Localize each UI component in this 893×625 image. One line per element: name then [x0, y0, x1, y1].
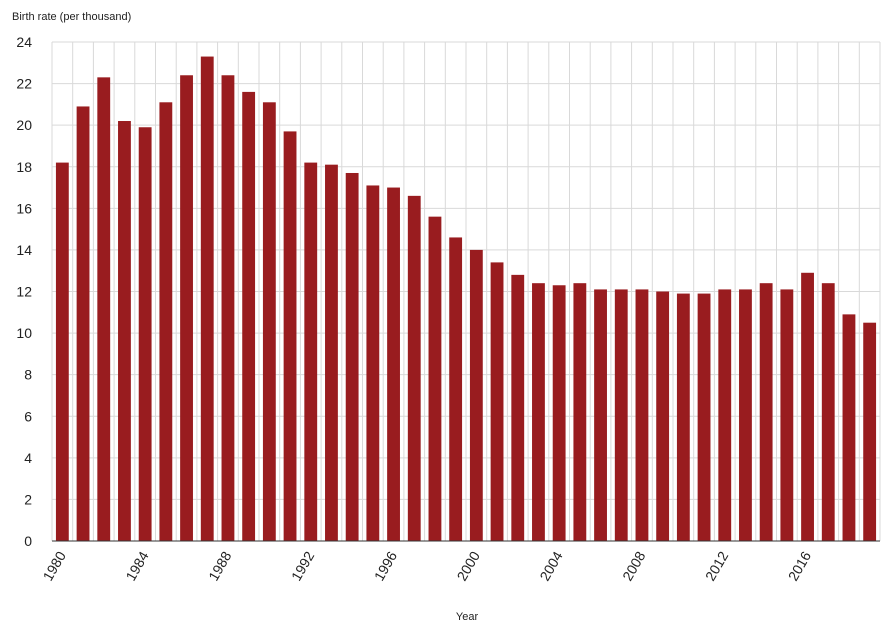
bar-1993: [325, 164, 338, 541]
x-axis-title: Year: [456, 611, 479, 623]
bar-2016: [801, 272, 814, 541]
bar-2001: [490, 262, 504, 541]
bar-2015: [780, 289, 794, 541]
bar-2013: [739, 289, 752, 541]
x-tick-label: 2012: [702, 548, 732, 583]
x-tick-label: 1984: [122, 548, 152, 583]
bar-2009: [656, 291, 670, 541]
bar-2018: [842, 314, 856, 541]
x-tick-label: 2008: [619, 548, 649, 583]
bar-1983: [118, 121, 131, 541]
bar-1981: [76, 106, 90, 542]
y-tick-label: 20: [16, 117, 32, 133]
bar-2000: [469, 249, 483, 541]
y-tick-label: 2: [24, 491, 32, 507]
bar-2012: [718, 289, 732, 541]
y-axis-title: Birth rate (per thousand): [12, 11, 131, 23]
bar-2008: [635, 289, 649, 541]
bar-1991: [283, 131, 297, 541]
bar-1992: [304, 162, 318, 541]
x-tick-label: 1992: [288, 548, 318, 583]
x-tick-label: 2016: [785, 548, 815, 583]
bar-1982: [97, 77, 111, 542]
bar-2017: [821, 283, 835, 541]
y-tick-label: 16: [16, 200, 32, 216]
y-tick-label: 8: [24, 367, 32, 383]
bar-1995: [366, 185, 380, 541]
bar-2006: [594, 289, 607, 541]
bar-2003: [532, 283, 545, 541]
bar-1986: [180, 75, 193, 542]
x-tick-label: 1980: [40, 548, 70, 583]
x-tick-label: 1988: [205, 548, 235, 583]
bar-2005: [573, 283, 587, 541]
bar-2002: [511, 274, 525, 541]
bar-1994: [345, 172, 359, 542]
bar-1989: [242, 91, 256, 542]
x-tick-label: 2004: [536, 548, 566, 583]
bar-1990: [262, 102, 276, 541]
bars: [55, 56, 877, 542]
y-tick-label: 22: [16, 76, 32, 92]
bar-1997: [407, 195, 421, 541]
y-tick-label: 12: [16, 284, 32, 300]
y-tick-label: 24: [16, 34, 32, 50]
y-tick-label: 6: [24, 408, 32, 424]
bar-1998: [428, 216, 442, 541]
bar-1988: [221, 75, 235, 542]
y-tick-label: 0: [24, 533, 32, 549]
bar-1985: [159, 102, 173, 541]
bar-2019: [863, 322, 877, 541]
y-tick-label: 10: [16, 325, 32, 341]
bar-1980: [55, 162, 69, 541]
x-tick-label: 1996: [371, 548, 401, 583]
bar-2004: [552, 285, 566, 541]
gridlines: [51, 41, 881, 542]
y-tick-label: 18: [16, 159, 32, 175]
bar-1987: [200, 56, 214, 541]
y-tick-label: 14: [16, 242, 32, 258]
bar-1999: [449, 237, 463, 542]
y-tick-label: 4: [24, 450, 32, 466]
x-tick-label: 2000: [454, 548, 484, 583]
bar-1996: [387, 187, 400, 541]
bar-2007: [614, 289, 628, 541]
bar-2014: [759, 283, 773, 541]
bar-2010: [676, 293, 690, 541]
bar-1984: [138, 127, 152, 541]
bar-2011: [697, 293, 711, 541]
x-axis-ticks: 1980 1984 1988 1992 1996 2000 2004 2008 2012 2016: [40, 548, 815, 583]
